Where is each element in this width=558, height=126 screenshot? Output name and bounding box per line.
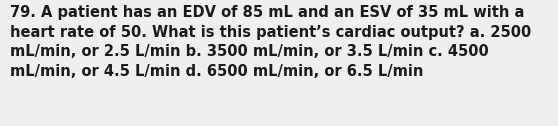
Text: 79. A patient has an EDV of 85 mL and an ESV of 35 mL with a
heart rate of 50. W: 79. A patient has an EDV of 85 mL and an… xyxy=(10,5,531,79)
